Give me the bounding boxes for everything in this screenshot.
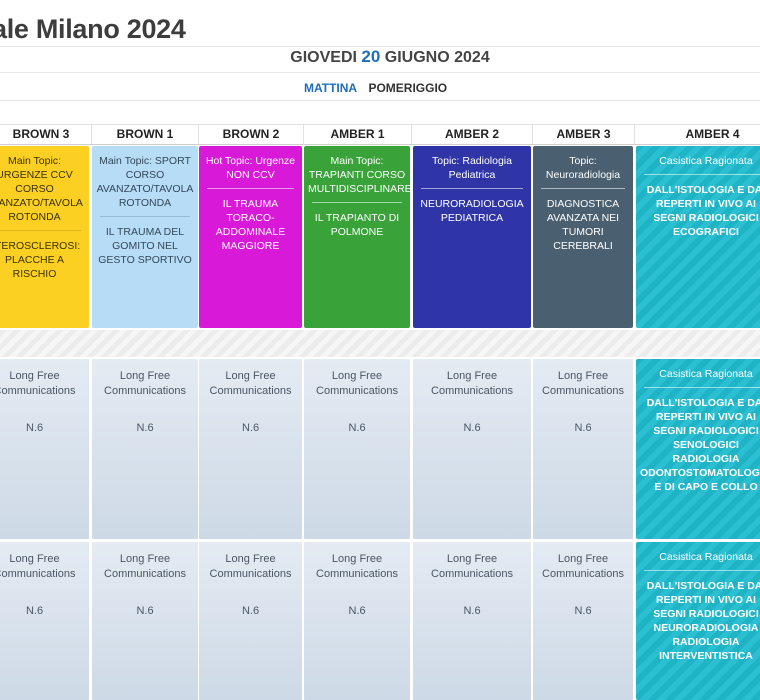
free-comm-cell-brown-1[interactable]: Long Free Communications N.6 xyxy=(92,359,198,539)
session-divider xyxy=(100,216,190,217)
room-header-amber-2: AMBER 2 xyxy=(411,124,532,144)
session-talk: DALL'ISTOLOGIA E DAI REPERTI IN VIVO AI … xyxy=(646,580,760,662)
session-talk: DALL'ISTOLOGIA E DAI REPERTI IN VIVO AI … xyxy=(646,184,760,238)
free-comm-cell-brown-3[interactable]: Long Free Communications N.6 xyxy=(0,542,89,700)
session-topic: Casistica Ragionata xyxy=(659,368,753,380)
free-comm-cell-amber-3[interactable]: Long Free Communications N.6 xyxy=(533,359,633,539)
free-comm-label: Long Free Communications xyxy=(0,553,76,580)
session-divider xyxy=(644,174,760,175)
session-cell-brown-3[interactable]: Main Topic: URGENZE CCV CORSO AVANZATO/T… xyxy=(0,146,89,328)
session-topic: Topic: Radiologia Pediatrica xyxy=(432,155,512,181)
free-comm-cell-amber-2[interactable]: Long Free Communications N.6 xyxy=(413,359,531,539)
free-comm-number: N.6 xyxy=(241,605,260,617)
session-divider xyxy=(541,188,625,189)
free-comm-number: N.6 xyxy=(574,605,592,617)
session-cell-amber-1[interactable]: Main Topic: TRAPIANTI CORSO MULTIDISCIPL… xyxy=(304,146,410,328)
free-comm-label: Long Free Communications xyxy=(431,553,513,580)
room-header-brown-1: BROWN 1 xyxy=(91,124,198,144)
free-comm-label: Long Free Communications xyxy=(209,370,292,397)
session-topic: Main Topic: SPORT CORSO AVANZATO/TAVOLA … xyxy=(96,155,194,209)
free-comm-cell-brown-1[interactable]: Long Free Communications N.6 xyxy=(92,542,198,700)
free-comm-number: N.6 xyxy=(25,605,44,617)
room-header-brown-3: BROWN 3 xyxy=(0,124,91,144)
free-comm-cell-amber-1[interactable]: Long Free Communications N.6 xyxy=(304,542,410,700)
session-cell-amber-2[interactable]: Topic: Radiologia Pediatrica NEURORADIOL… xyxy=(413,146,531,328)
date-day: 20 xyxy=(361,47,381,66)
room-header-amber-4: AMBER 4 xyxy=(634,124,760,144)
date-weekday: GIOVEDI xyxy=(290,49,357,66)
session-cell-brown-2[interactable]: Hot Topic: Urgenze NON CCV IL TRAUMA TOR… xyxy=(199,146,302,328)
session-talk: DIAGNOSTICA AVANZATA NEI TUMORI CEREBRAL… xyxy=(546,198,620,252)
free-comm-label: Long Free Communications xyxy=(431,370,513,397)
free-comm-cell-amber-3[interactable]: Long Free Communications N.6 xyxy=(533,542,633,700)
session-cell-brown-1[interactable]: Main Topic: SPORT CORSO AVANZATO/TAVOLA … xyxy=(92,146,198,328)
free-comm-number: N.6 xyxy=(136,422,154,434)
session-talk: IL TRAUMA TORACO-ADDOMINALE MAGGIORE xyxy=(215,198,286,252)
free-comm-label: Long Free Communications xyxy=(316,370,398,397)
free-comm-number: N.6 xyxy=(136,605,154,617)
tab-pomeriggio[interactable]: POMERIGGIO xyxy=(368,81,448,95)
tabs-divider xyxy=(0,100,760,101)
free-comm-cell-amber-1[interactable]: Long Free Communications N.6 xyxy=(304,359,410,539)
page-title: ale Milano 2024 xyxy=(0,14,186,44)
free-comm-cell-brown-3[interactable]: Long Free Communications N.6 xyxy=(0,359,89,539)
tab-mattina[interactable]: MATTINA xyxy=(304,81,358,95)
session-cell-amber-4-row3[interactable]: Casistica Ragionata DALL'ISTOLOGIA E DAI… xyxy=(636,542,760,700)
session-talk: DALL'ISTOLOGIA E DAI REPERTI IN VIVO AI … xyxy=(640,397,760,493)
title-divider xyxy=(0,46,760,47)
session-divider xyxy=(644,387,760,388)
session-topic: Casistica Ragionata xyxy=(659,155,753,167)
free-comm-label: Long Free Communications xyxy=(104,553,186,580)
session-divider xyxy=(207,188,294,189)
free-comm-cell-brown-2[interactable]: Long Free Communications N.6 xyxy=(199,542,302,700)
session-talk: IL TRAPIANTO DI POLMONE xyxy=(314,212,400,238)
free-comm-label: Long Free Communications xyxy=(0,370,76,397)
free-comm-label: Long Free Communications xyxy=(316,553,398,580)
session-topic: Topic: Neuroradiologia xyxy=(545,155,621,181)
session-topic: Main Topic: URGENZE CCV CORSO AVANZATO/T… xyxy=(0,155,83,223)
session-topic: Hot Topic: Urgenze NON CCV xyxy=(205,155,296,181)
session-divider xyxy=(312,202,402,203)
free-comm-number: N.6 xyxy=(348,605,366,617)
free-comm-cell-amber-2[interactable]: Long Free Communications N.6 xyxy=(413,542,531,700)
free-comm-label: Long Free Communications xyxy=(209,553,292,580)
free-comm-label: Long Free Communications xyxy=(542,553,624,580)
session-talk: IL TRAUMA DEL GOMITO NEL GESTO SPORTIVO xyxy=(98,226,192,266)
free-comm-number: N.6 xyxy=(463,422,481,434)
free-comm-number: N.6 xyxy=(463,605,481,617)
session-divider xyxy=(421,188,523,189)
date-month-year: GIUGNO 2024 xyxy=(384,49,490,66)
free-comm-number: N.6 xyxy=(574,422,592,434)
header-divider xyxy=(0,144,760,145)
break-divider xyxy=(0,330,760,357)
date-divider xyxy=(0,72,760,73)
free-comm-label: Long Free Communications xyxy=(542,370,624,397)
day-part-tabs: MATTINA POMERIGGIO xyxy=(300,79,451,97)
date-heading: GIOVEDI 20 GIUGNO 2024 xyxy=(240,47,540,67)
session-cell-amber-3[interactable]: Topic: Neuroradiologia DIAGNOSTICA AVANZ… xyxy=(533,146,633,328)
session-talk: NEURORADIOLOGIA PEDIATRICA xyxy=(420,198,524,224)
free-comm-number: N.6 xyxy=(25,422,44,434)
free-comm-label: Long Free Communications xyxy=(104,370,186,397)
room-header-amber-1: AMBER 1 xyxy=(303,124,411,144)
free-comm-number: N.6 xyxy=(241,422,260,434)
room-header-brown-2: BROWN 2 xyxy=(198,124,303,144)
session-talk: ATEROSCLEROSI: PLACCHE A RISCHIO xyxy=(0,240,81,280)
session-divider xyxy=(0,230,81,231)
session-cell-amber-4[interactable]: Casistica Ragionata DALL'ISTOLOGIA E DAI… xyxy=(636,146,760,328)
session-topic: Casistica Ragionata xyxy=(659,551,753,563)
session-topic: Main Topic: TRAPIANTI CORSO MULTIDISCIPL… xyxy=(308,155,410,195)
free-comm-cell-brown-2[interactable]: Long Free Communications N.6 xyxy=(199,359,302,539)
room-header-amber-3: AMBER 3 xyxy=(532,124,634,144)
session-divider xyxy=(644,570,760,571)
free-comm-number: N.6 xyxy=(348,422,366,434)
session-cell-amber-4-row2[interactable]: Casistica Ragionata DALL'ISTOLOGIA E DAI… xyxy=(636,359,760,539)
